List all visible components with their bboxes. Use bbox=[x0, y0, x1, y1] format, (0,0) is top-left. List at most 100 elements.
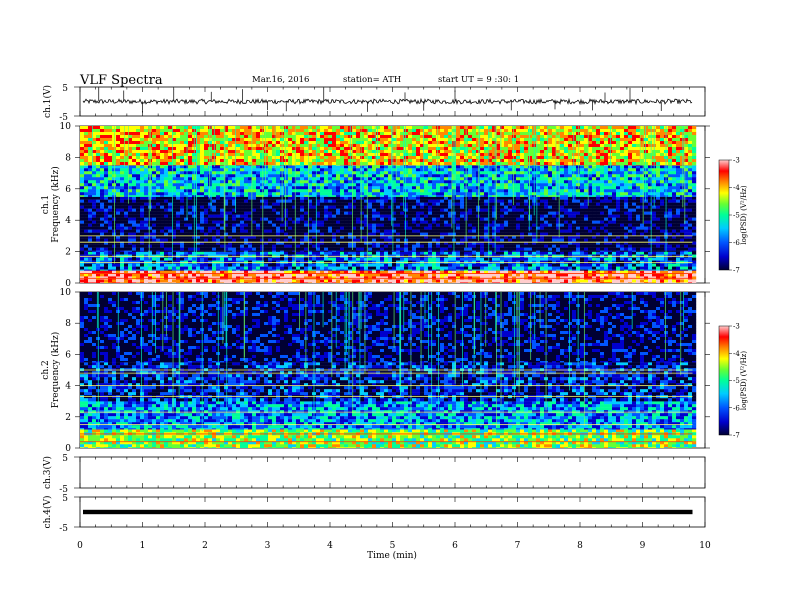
ch1-spec-cell bbox=[172, 226, 177, 230]
ch1-spec-cell bbox=[492, 263, 497, 267]
ch1-spec-cell bbox=[92, 282, 97, 283]
ch1-spec-cell bbox=[296, 247, 301, 251]
ch1-spec-cell bbox=[504, 238, 509, 242]
ch1-spec-cell bbox=[444, 241, 449, 245]
ch1-spec-cell bbox=[548, 214, 553, 218]
ch1-spec-cell bbox=[340, 247, 345, 251]
ch1-spec-cell bbox=[596, 214, 601, 218]
ch1-spec-cell bbox=[136, 251, 141, 255]
ch1-spec-cell bbox=[676, 235, 681, 239]
ch1-spec-cell bbox=[476, 244, 481, 248]
ch1-spec-cell bbox=[176, 199, 181, 203]
ch1-spec-cell bbox=[500, 202, 505, 206]
ch1-spec-cell bbox=[212, 199, 217, 203]
ch1-spec-cell bbox=[120, 223, 125, 227]
ch1-spec-cell bbox=[260, 266, 265, 270]
ch1-spec-cell bbox=[404, 211, 409, 215]
ch1-spec-cell bbox=[172, 199, 177, 203]
ch1-spec-cell bbox=[656, 244, 661, 248]
ch1-spec-cell bbox=[548, 226, 553, 230]
ch1-spec-cell bbox=[408, 235, 413, 239]
ch1-spec-cell bbox=[180, 208, 185, 212]
ch1-spec-cell bbox=[348, 223, 353, 227]
ch1-spec-cell bbox=[680, 238, 685, 242]
ch1-spec-cell bbox=[484, 269, 489, 271]
ch1-spec-cell bbox=[252, 226, 257, 230]
ch1-spec-cell bbox=[232, 205, 237, 209]
ch1-spec-cell bbox=[564, 266, 569, 270]
ch1-spec-cell bbox=[340, 282, 345, 283]
ch1-spec-cell bbox=[388, 266, 393, 270]
ch1-spec-cell bbox=[268, 211, 273, 215]
ch1-spec-cell bbox=[108, 250, 113, 252]
ch1-spec-cell bbox=[488, 220, 493, 224]
ch1-spec-cell bbox=[80, 165, 85, 169]
ch1-spec-cell bbox=[96, 202, 101, 206]
ch1-spec-cell bbox=[200, 279, 205, 283]
ch1-spec-cell bbox=[332, 238, 337, 242]
ch1-spec-cell bbox=[600, 229, 605, 233]
ch1-spec-cell bbox=[560, 266, 565, 270]
ch1-spec-cell bbox=[660, 205, 665, 209]
ch1-spec-cell bbox=[144, 202, 149, 206]
ch1-spec-cell bbox=[352, 251, 357, 255]
ch1-spec-cell bbox=[596, 241, 601, 245]
ch1-spec-cell bbox=[196, 269, 201, 271]
ch1-spec-cell bbox=[208, 241, 213, 245]
ch1-spec-cell bbox=[272, 214, 277, 218]
ch1-spec-cell bbox=[456, 244, 461, 248]
ch1-spec-cell bbox=[272, 211, 277, 215]
ch1-spec-cell bbox=[80, 202, 85, 206]
ch1-spec-cell bbox=[620, 263, 625, 267]
ch1-spec-cell bbox=[556, 247, 561, 251]
ch1-spec-cell bbox=[128, 273, 133, 277]
ch1-spec-cell bbox=[520, 270, 525, 274]
ch1-spec-cell bbox=[504, 223, 509, 227]
ch1-spec-cell bbox=[320, 211, 325, 215]
ch1-spec-cell bbox=[528, 282, 533, 283]
ch1-spec-cell bbox=[596, 270, 601, 274]
ch1-spec-cell bbox=[212, 196, 217, 200]
ch1-spec-cell bbox=[240, 266, 245, 270]
ch1-spec-cell bbox=[504, 263, 509, 267]
ch1-spec-cell bbox=[560, 196, 565, 200]
ch1-spec-cell bbox=[388, 251, 393, 255]
ch1-spec-cell bbox=[268, 257, 273, 261]
ch1-spec-cell bbox=[652, 208, 657, 212]
ch1-spec-cell bbox=[644, 269, 649, 271]
ch1-spec-cell bbox=[352, 250, 357, 252]
ch1-spec-cell bbox=[652, 205, 657, 209]
ch1-spec-cell bbox=[168, 199, 173, 203]
ch1-spec-cell bbox=[128, 220, 133, 224]
ch1-spec-cell bbox=[112, 263, 117, 267]
ch1-spec-cell bbox=[480, 208, 485, 212]
ch1-spec-cell bbox=[132, 270, 137, 274]
ch1-spec-cell bbox=[116, 199, 121, 203]
ch1-spec-cell bbox=[156, 223, 161, 227]
ch1-spec-cell bbox=[576, 217, 581, 221]
ch1-spec-cell bbox=[304, 211, 309, 215]
ch1-spec-cell bbox=[356, 263, 361, 267]
ch1-spec-cell bbox=[332, 241, 337, 245]
ch1-spec-cell bbox=[548, 208, 553, 212]
ch1-spec-cell bbox=[600, 244, 605, 248]
ch1-spec-cell bbox=[344, 205, 349, 209]
ch1-spec-cell bbox=[132, 226, 137, 230]
ch1-spec-cell bbox=[220, 257, 225, 261]
ch1-spec-cell bbox=[376, 232, 381, 236]
ch1-spec-cell bbox=[584, 238, 589, 242]
ch1-spec-cell bbox=[332, 247, 337, 251]
ch1-spec-cell bbox=[584, 244, 589, 248]
ch1-spec-cell bbox=[492, 223, 497, 227]
ch1-spec-cell bbox=[416, 263, 421, 267]
ch1-spec-cell bbox=[308, 229, 313, 233]
ch1-spec-cell bbox=[448, 247, 453, 251]
ch1-spec-cell bbox=[556, 257, 561, 261]
ch1-spec-cell bbox=[336, 205, 341, 209]
ch1-spec-cell bbox=[500, 251, 505, 255]
ch1-spec-cell bbox=[272, 244, 277, 248]
ch1-spec-cell bbox=[436, 214, 441, 218]
ch1-spec-cell bbox=[136, 257, 141, 261]
ch1-spec-cell bbox=[260, 263, 265, 267]
ch1-spec-cell bbox=[176, 214, 181, 218]
